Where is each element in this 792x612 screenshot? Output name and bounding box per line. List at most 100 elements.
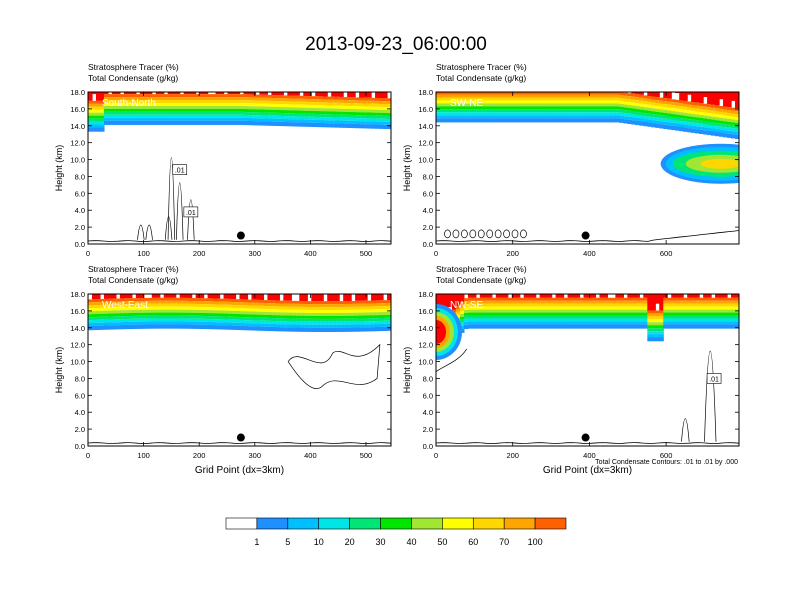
tracer-cell	[735, 120, 739, 123]
tracer-cell	[131, 318, 137, 322]
tracer-cell	[555, 97, 561, 101]
tracer-cell	[283, 315, 288, 319]
tracer-cell	[715, 132, 720, 137]
tracer-cell	[243, 314, 249, 318]
tracer-cell	[307, 324, 312, 328]
contour-line	[287, 343, 381, 389]
tracer-cell	[151, 315, 157, 319]
tracer-cell	[571, 300, 577, 304]
tracer-cell	[151, 321, 157, 325]
tracer-cell	[263, 306, 269, 309]
tracer-cell	[379, 309, 384, 313]
tracer-cell	[631, 315, 636, 319]
tracer-cell	[523, 100, 529, 104]
tracer-cell	[231, 325, 237, 330]
y-tick-label: 16.0	[418, 307, 433, 316]
tracer-cell	[91, 121, 97, 125]
tracer-cell	[315, 111, 320, 115]
tracer-cell	[251, 112, 257, 116]
tracer-cell	[659, 313, 664, 317]
colorbar-label: 40	[406, 537, 416, 547]
tracer-cell	[323, 304, 328, 308]
tracer-cell	[487, 321, 493, 325]
tracer-cell	[375, 306, 380, 310]
tracer-cell	[323, 321, 328, 325]
tracer-cell	[283, 327, 288, 332]
tracer-cell	[683, 309, 688, 313]
tracer-cell	[183, 297, 189, 301]
tracer-cell	[515, 100, 521, 104]
tracer-cell	[347, 103, 352, 107]
tracer-cell	[203, 102, 209, 106]
tracer-cell	[311, 96, 316, 100]
tracer-cell	[675, 105, 680, 109]
tracer-cell	[243, 305, 249, 309]
tracer-cell	[603, 90, 608, 91]
tracer-cell	[311, 307, 316, 310]
tracer-cell	[247, 320, 253, 324]
tracer-cell	[363, 103, 368, 107]
tracer-cell	[143, 114, 149, 118]
tracer-cell	[263, 112, 269, 116]
tracer-cell	[107, 322, 113, 326]
tracer-cell	[547, 324, 553, 329]
tracer-cell	[355, 309, 360, 313]
tracer-cell	[327, 111, 332, 115]
tracer-cell	[279, 121, 284, 127]
tracer-cell	[691, 102, 696, 106]
tracer-cell	[723, 306, 728, 310]
tracer-cell	[731, 300, 736, 304]
tracer-cell	[675, 312, 680, 316]
tracer-cell	[351, 97, 356, 101]
tracer-cell	[619, 315, 624, 319]
tracer-cell	[319, 312, 324, 316]
tracer-cell	[635, 106, 640, 110]
tracer-cell	[491, 118, 497, 123]
tracer-cell	[247, 314, 253, 318]
tracer-cell	[643, 101, 648, 105]
tracer-cell	[715, 117, 720, 121]
contour-line	[444, 229, 451, 239]
tracer-cell	[167, 303, 173, 307]
tracer-cell	[139, 117, 145, 121]
tracer-cell	[111, 114, 117, 118]
tracer-cell	[451, 97, 457, 101]
tracer-cell	[319, 122, 324, 128]
tracer-cell	[183, 303, 189, 307]
tracer-cell	[511, 303, 517, 307]
tracer-cell	[267, 306, 272, 310]
colorbar-swatch	[287, 517, 320, 530]
y-tick-label: 2.0	[423, 425, 433, 434]
tracer-cell	[487, 115, 493, 119]
tracer-cell	[647, 313, 652, 317]
tracer-cell	[255, 323, 261, 327]
tracer-cell	[279, 309, 284, 313]
x-tick-label: 0	[434, 451, 438, 460]
y-tick-label: 2.0	[75, 425, 85, 434]
colorbar-swatch	[472, 517, 505, 530]
tracer-cell	[651, 322, 656, 326]
tracer-cell	[579, 106, 585, 110]
tracer-cell	[351, 318, 356, 322]
tracer-cell	[271, 92, 276, 96]
tracer-cell	[459, 112, 465, 116]
tracer-cell	[191, 108, 197, 112]
tracer-cell	[255, 326, 261, 331]
tracer-cell	[563, 100, 569, 104]
tracer-cell	[491, 115, 497, 119]
tracer-cell	[567, 297, 573, 301]
tracer-cell	[599, 109, 605, 113]
tracer-cell	[143, 100, 149, 103]
tracer-cell	[571, 97, 577, 101]
tracer-cell	[535, 97, 541, 101]
tracer-cell	[723, 303, 728, 307]
tracer-cell	[659, 106, 664, 110]
tracer-cell	[319, 108, 324, 112]
tracer-cell	[699, 300, 704, 304]
tracer-cell	[203, 307, 209, 311]
tracer-cell	[687, 101, 692, 105]
tracer-cell	[671, 122, 676, 126]
tracer-cell	[547, 318, 553, 322]
tracer-cell	[715, 120, 720, 124]
tracer-cell	[651, 114, 656, 118]
